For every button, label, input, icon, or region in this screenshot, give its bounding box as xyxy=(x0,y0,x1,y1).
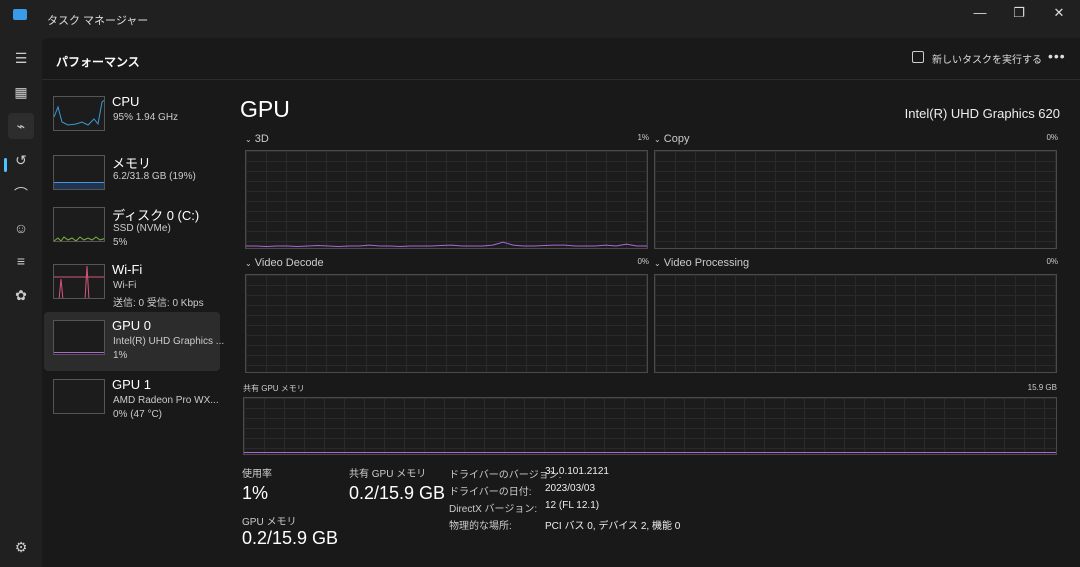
wifi-thumb-line xyxy=(58,265,90,298)
maximize-button[interactable]: ❐ xyxy=(1013,5,1025,20)
thumbnail-graph xyxy=(53,155,105,190)
performance-icon[interactable]: ⌁ xyxy=(8,113,34,139)
window-title: タスク マネージャー xyxy=(47,15,149,27)
run-task-icon xyxy=(912,51,924,63)
cpu-thumb-line xyxy=(54,99,104,126)
page-header: パフォーマンス 新しいタスクを実行する ••• xyxy=(42,38,1080,80)
close-button[interactable]: ✕ xyxy=(1053,5,1065,20)
perf-item-name: Wi-Fi xyxy=(112,262,143,277)
shared-memory-chart-label: 共有 GPU メモリ xyxy=(243,384,305,393)
info-value: 31.0.101.2121 xyxy=(545,466,609,477)
engine-chart-video-decode xyxy=(245,274,648,373)
shared-memory-line xyxy=(244,452,1056,453)
info-value: PCI バス 0, デバイス 2, 機能 0 xyxy=(545,521,681,532)
thumbnail-graph xyxy=(53,264,105,299)
perf-item-detail: Intel(R) UHD Graphics ... xyxy=(113,336,225,347)
more-options-button[interactable]: ••• xyxy=(1048,48,1066,64)
settings-icon[interactable]: ⚙ xyxy=(14,539,28,555)
perf-item-4[interactable]: GPU 0 Intel(R) UHD Graphics ... 1% xyxy=(44,312,224,371)
info-value: 2023/03/03 xyxy=(545,483,596,494)
chevron-down-icon: ⌄ xyxy=(654,259,661,268)
perf-item-detail: SSD (NVMe) xyxy=(113,223,171,234)
perf-item-value: 送信: 0 受信: 0 Kbps xyxy=(113,298,204,309)
info-label: DirectX バージョン: xyxy=(449,504,538,515)
info-label: ドライバーの日付: xyxy=(449,487,532,498)
perf-item-detail: 6.2/31.8 GB (19%) xyxy=(113,171,196,182)
shared-gpu-memory-label: 共有 GPU メモリ xyxy=(349,469,427,480)
perf-item-5[interactable]: GPU 1 AMD Radeon Pro WX... 0% (47 °C) xyxy=(44,371,220,430)
engine-label: Copy xyxy=(663,133,690,145)
engine-percent: 0% xyxy=(1046,257,1058,266)
engine-chart-copy xyxy=(654,150,1057,249)
shared-memory-chart xyxy=(243,397,1057,455)
processes-icon[interactable]: ▦ xyxy=(14,84,28,100)
menu-icon[interactable]: ☰ xyxy=(14,50,28,66)
users-icon[interactable]: ☺ xyxy=(13,220,29,236)
engine-selector[interactable]: ⌄ Copy xyxy=(654,133,689,145)
disk-thumb-line xyxy=(54,236,104,241)
perf-item-0[interactable]: CPU 95% 1.94 GHz xyxy=(44,88,220,147)
perf-item-name: ディスク 0 (C:) xyxy=(112,208,200,223)
gpu-thumb-line xyxy=(54,352,104,353)
gpu-memory-label: GPU メモリ xyxy=(242,517,297,528)
thumbnail-graph xyxy=(53,320,105,355)
services-icon[interactable]: ✿ xyxy=(15,287,27,303)
nav-rail: ☰ ▦ ⌁ ↺ ⌒ ☺ ≡ ✿ ⚙ xyxy=(0,38,42,567)
engine-label: Video Decode xyxy=(254,257,324,269)
perf-item-name: CPU xyxy=(112,94,140,109)
chevron-down-icon: ⌄ xyxy=(245,135,252,144)
perf-item-value: 1% xyxy=(113,350,128,361)
engine-selector[interactable]: ⌄ Video Decode xyxy=(245,257,324,269)
run-new-task-button[interactable]: 新しいタスクを実行する xyxy=(932,55,1042,66)
usage-label: 使用率 xyxy=(242,469,272,480)
gpu-memory-value: 0.2/15.9 GB xyxy=(242,528,339,548)
engine-percent: 0% xyxy=(1046,133,1058,142)
details-icon[interactable]: ≡ xyxy=(16,253,26,269)
chevron-down-icon: ⌄ xyxy=(654,135,661,144)
engine-label: Video Processing xyxy=(663,257,750,269)
chevron-down-icon: ⌄ xyxy=(245,259,252,268)
resource-title: GPU xyxy=(240,96,290,122)
perf-item-detail: 95% 1.94 GHz xyxy=(113,112,179,123)
engine-label: 3D xyxy=(254,133,269,145)
3d-usage-line xyxy=(246,241,647,248)
engine-chart-3d xyxy=(245,150,648,249)
perf-item-name: メモリ xyxy=(112,156,152,171)
engine-chart-video-processing xyxy=(654,274,1057,373)
perf-item-name: GPU 0 xyxy=(112,318,152,333)
task-manager-logo-icon xyxy=(13,9,27,20)
usage-value: 1% xyxy=(242,483,269,503)
perf-item-value: 0% (47 °C) xyxy=(113,409,163,420)
content-area: パフォーマンス 新しいタスクを実行する ••• CPU 95% 1.94 GHz メ… xyxy=(42,38,1080,567)
engine-selector[interactable]: ⌄ Video Processing xyxy=(654,257,749,269)
shared-memory-max: 15.9 GB xyxy=(1027,383,1057,392)
perf-item-detail: Wi-Fi xyxy=(113,280,137,291)
thumbnail-graph xyxy=(53,379,105,414)
info-value: 12 (FL 12.1) xyxy=(545,500,600,511)
info-label: 物理的な場所: xyxy=(449,521,512,532)
startup-icon[interactable]: ⌒ xyxy=(14,186,28,202)
engine-percent: 0% xyxy=(637,257,649,266)
perf-item-3[interactable]: Wi-Fi Wi-Fi 送信: 0 受信: 0 Kbps xyxy=(44,256,220,315)
page-title: パフォーマンス xyxy=(56,55,140,69)
gpu-model: Intel(R) UHD Graphics 620 xyxy=(904,106,1060,121)
perf-item-2[interactable]: ディスク 0 (C:) SSD (NVMe) 5% xyxy=(44,199,220,258)
info-label: ドライバーのバージョン: xyxy=(449,470,562,481)
perf-item-name: GPU 1 xyxy=(112,377,152,392)
active-indicator xyxy=(4,158,7,172)
minimize-button[interactable]: — xyxy=(973,5,987,20)
shared-gpu-memory-value: 0.2/15.9 GB xyxy=(349,483,446,503)
perf-item-detail: AMD Radeon Pro WX... xyxy=(113,395,219,406)
thumbnail-graph xyxy=(53,207,105,242)
thumbnail-graph xyxy=(53,96,105,131)
perf-item-value: 5% xyxy=(113,237,128,248)
memory-thumb-fill xyxy=(54,182,104,189)
engine-percent: 1% xyxy=(637,133,649,142)
title-bar: タスク マネージャー — ❐ ✕ xyxy=(0,0,1080,38)
app-history-icon[interactable]: ↺ xyxy=(15,152,27,168)
engine-selector[interactable]: ⌄ 3D xyxy=(245,133,269,145)
perf-item-1[interactable]: メモリ 6.2/31.8 GB (19%) xyxy=(44,147,220,206)
